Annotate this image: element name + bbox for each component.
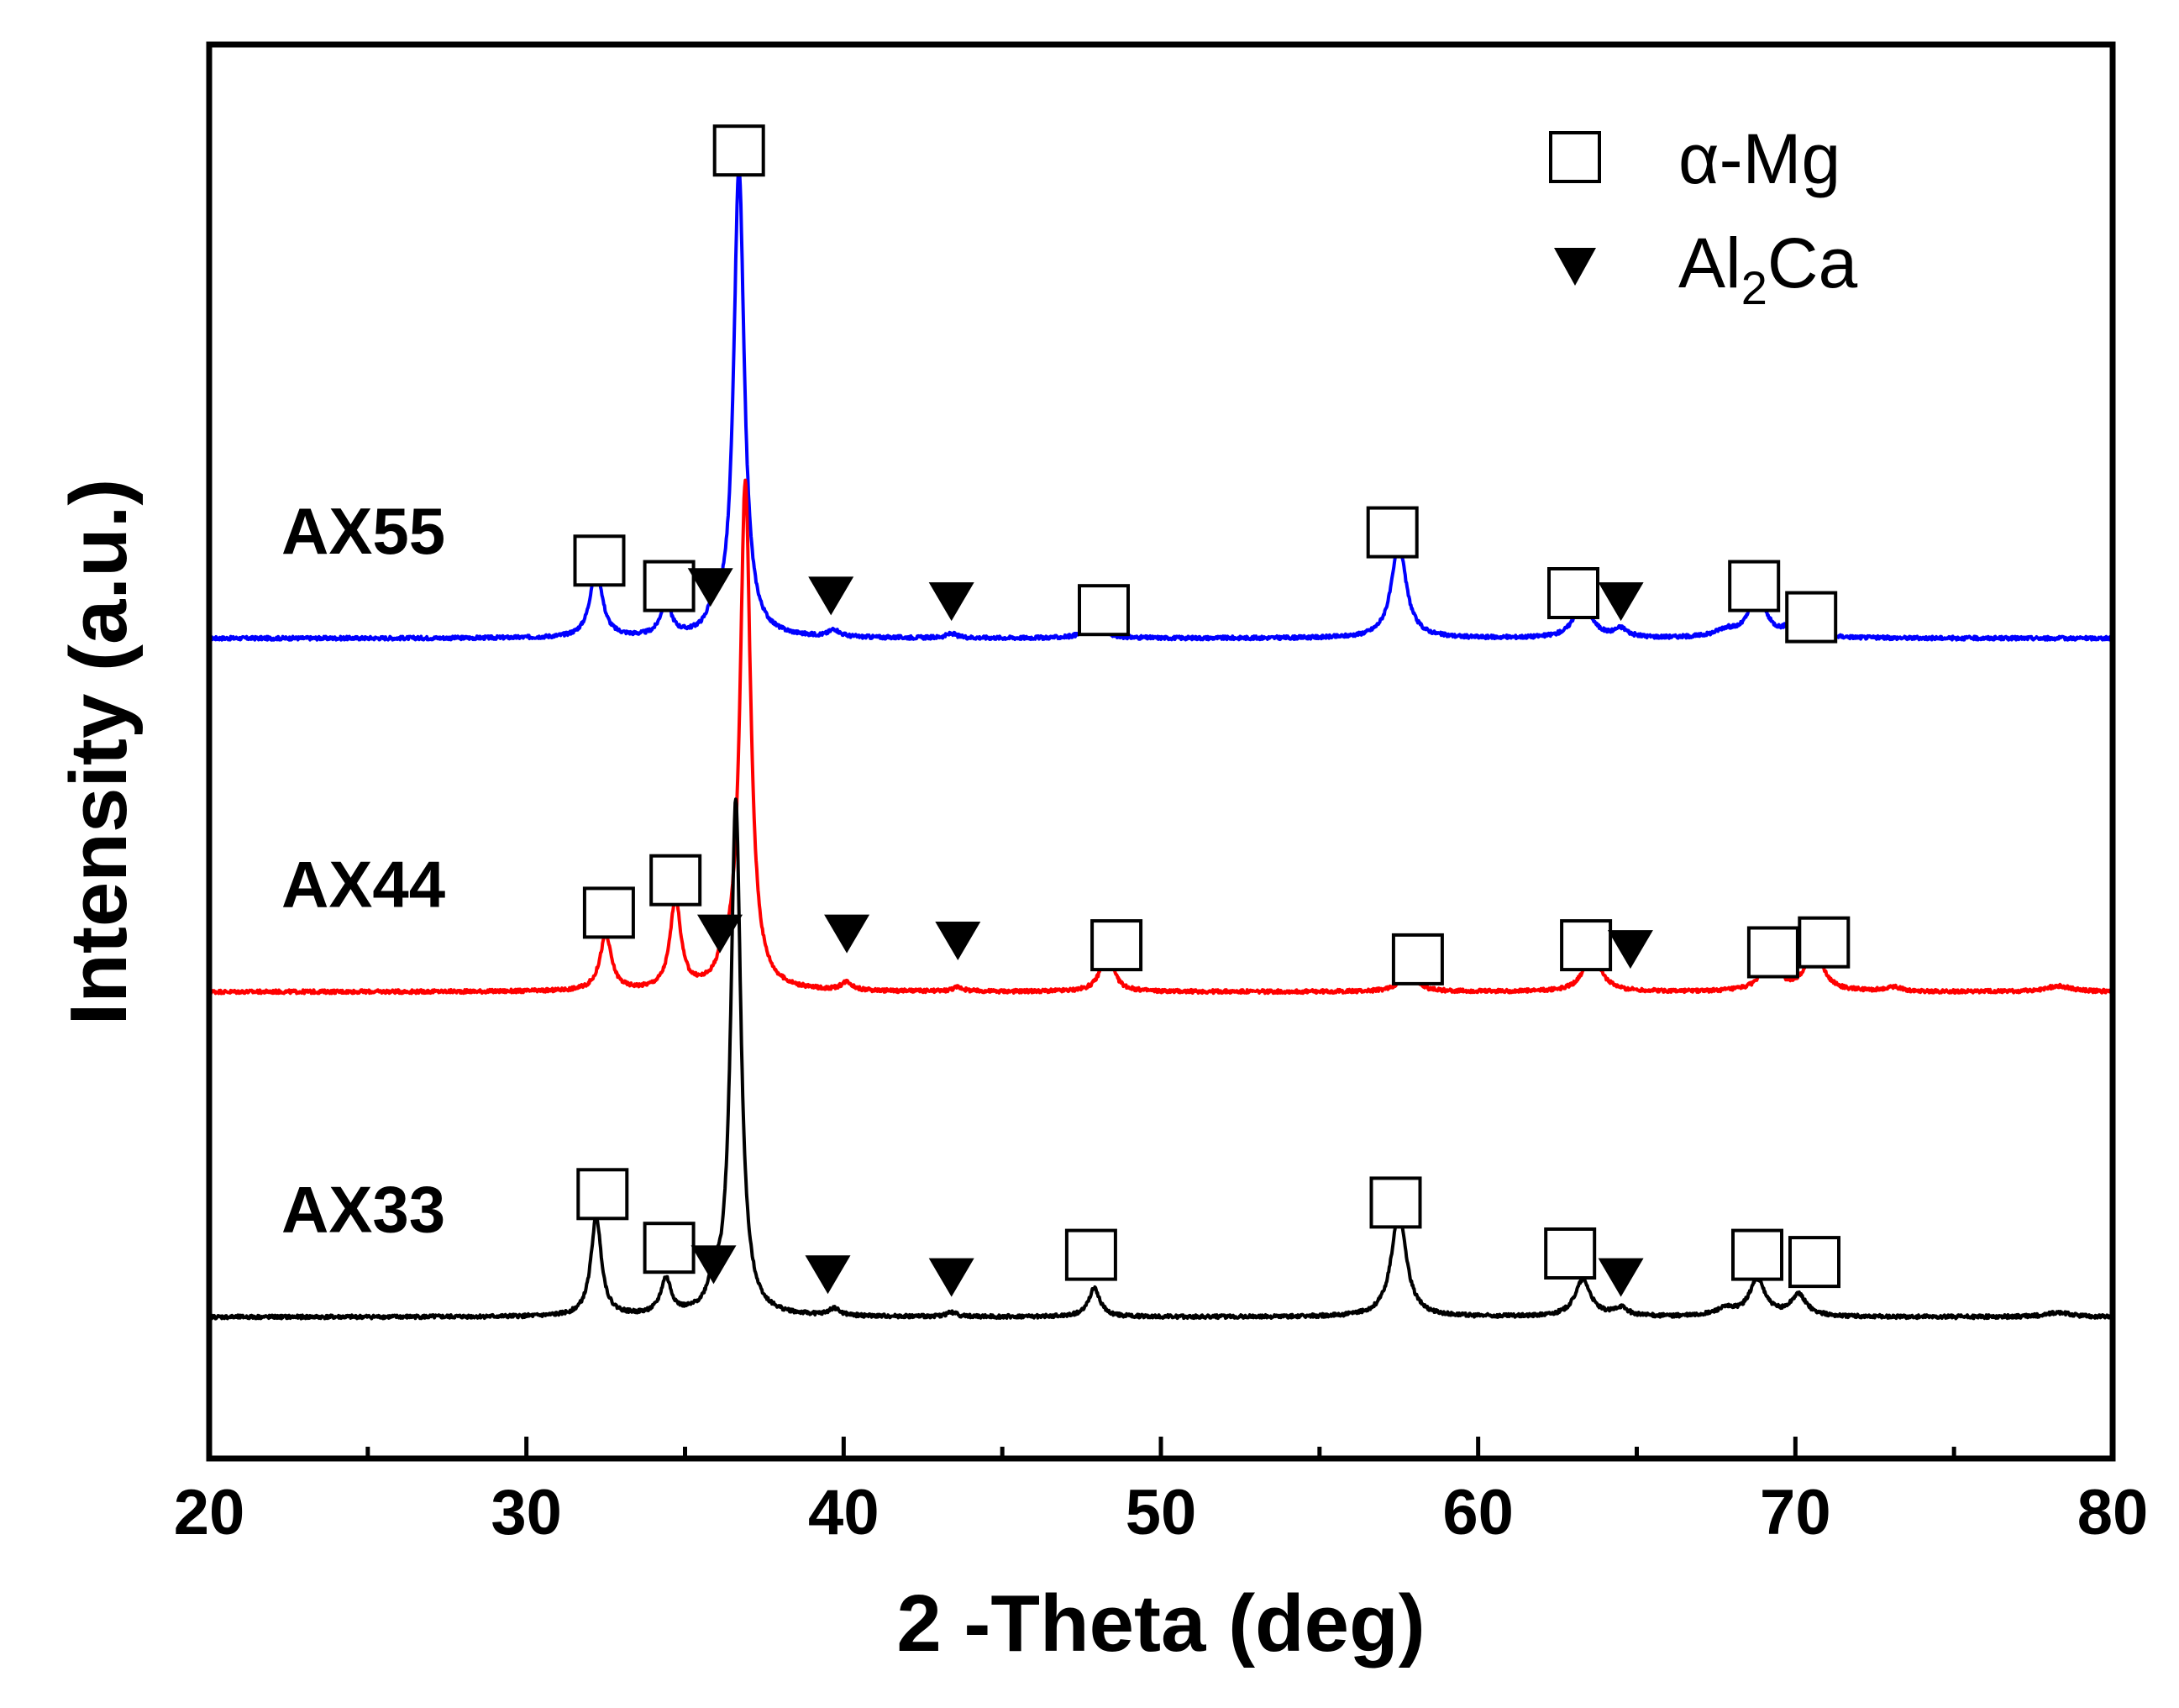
alpha-mg-marker <box>1785 591 1838 644</box>
alpha-mg-marker <box>1369 1176 1422 1229</box>
x-tick-label: 40 <box>808 1477 879 1548</box>
legend: α-Mg Al2Ca <box>1549 119 1858 314</box>
legend-alpha-mg-marker <box>1549 131 1601 183</box>
series-line-ax33 <box>207 797 2114 1321</box>
sample-label-ax33: AX33 <box>281 1173 445 1247</box>
al2ca-marker <box>928 1258 974 1297</box>
alpha-mg-marker <box>712 124 765 177</box>
al2ca-marker <box>805 1255 851 1295</box>
alpha-mg-marker <box>1544 1227 1597 1280</box>
legend-alpha-mg-label: α-Mg <box>1678 119 1840 198</box>
x-tick-label: 80 <box>2077 1477 2149 1548</box>
x-tick-label: 20 <box>174 1477 245 1548</box>
al2ca-marker <box>1598 582 1644 622</box>
alpha-mg-marker <box>582 886 635 939</box>
legend-al2ca-base: Al <box>1678 223 1741 302</box>
al2ca-marker <box>824 914 870 954</box>
alpha-mg-marker <box>649 854 702 907</box>
al2ca-marker <box>690 1245 737 1285</box>
sample-label-ax55: AX55 <box>281 494 445 568</box>
alpha-mg-marker <box>643 1222 696 1274</box>
y-axis-title: Intensity (a.u.) <box>54 479 144 1026</box>
alpha-mg-marker <box>1064 1228 1117 1281</box>
alpha-mg-marker <box>573 534 626 587</box>
alpha-mg-marker <box>1560 919 1613 972</box>
x-axis-title: 2 -Theta (deg) <box>896 1579 1425 1669</box>
x-tick-label: 70 <box>1760 1477 1831 1548</box>
legend-al2ca-subscript: 2 <box>1741 261 1767 314</box>
alpha-mg-marker <box>1391 933 1444 985</box>
al2ca-marker <box>687 568 733 607</box>
marker-layer <box>573 124 1851 1297</box>
al2ca-marker <box>928 582 974 622</box>
alpha-mg-marker <box>1078 584 1130 637</box>
al2ca-marker <box>935 922 981 960</box>
tick-layer <box>207 1437 2115 1458</box>
sample-label-layer: AX55 AX44 AX33 <box>281 494 445 1247</box>
alpha-mg-marker <box>643 560 696 612</box>
x-tick-label: 30 <box>491 1477 562 1548</box>
alpha-mg-marker <box>1798 916 1851 969</box>
alpha-mg-marker <box>1788 1236 1840 1289</box>
series-line-ax44 <box>207 478 2114 996</box>
legend-al2ca-marker <box>1554 248 1596 286</box>
alpha-mg-marker <box>1547 567 1599 619</box>
al2ca-marker <box>1598 1258 1644 1297</box>
al2ca-marker <box>808 576 854 616</box>
x-tick-label: 60 <box>1442 1477 1514 1548</box>
alpha-mg-marker <box>1746 926 1799 979</box>
alpha-mg-marker <box>576 1168 629 1221</box>
legend-al2ca-label: Al2Ca <box>1678 223 1858 314</box>
tick-label-layer: 20 30 40 50 60 70 80 <box>174 1477 2149 1548</box>
alpha-mg-marker <box>1728 560 1781 612</box>
alpha-mg-marker <box>1731 1228 1783 1281</box>
x-tick-label: 50 <box>1126 1477 1197 1548</box>
al2ca-marker <box>697 914 743 954</box>
alpha-mg-marker <box>1090 919 1143 972</box>
legend-al2ca-tail: Ca <box>1767 223 1858 302</box>
sample-label-ax44: AX44 <box>281 848 445 922</box>
al2ca-marker <box>1607 930 1653 970</box>
alpha-mg-marker <box>1366 506 1419 559</box>
